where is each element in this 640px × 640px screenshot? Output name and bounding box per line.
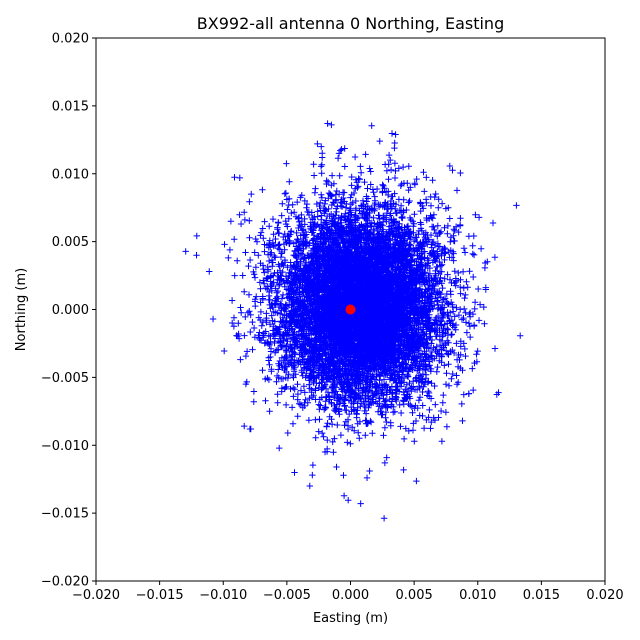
x-axis-label: Easting (m) xyxy=(313,611,388,626)
x-tick-label: 0.000 xyxy=(332,588,369,603)
outlier-point xyxy=(306,482,313,490)
outlier-point xyxy=(421,188,428,195)
outlier-point xyxy=(395,165,403,172)
outlier-point xyxy=(475,317,483,324)
y-axis-ticks: −0.020 −0.015 −0.010 −0.005 0.000 0.005 0.010 0… xyxy=(41,32,96,590)
y-tick-label: −0.005 xyxy=(41,371,89,386)
outlier-point xyxy=(337,147,344,154)
outlier-point xyxy=(452,223,460,230)
x-axis-ticks: −0.020 −0.015 −0.010 −0.005 0.000 0.005 0.010 0… xyxy=(72,581,624,603)
outlier-point xyxy=(465,390,473,397)
outlier-point xyxy=(250,398,257,406)
outlier-point xyxy=(461,249,469,256)
outlier-point xyxy=(221,241,228,248)
y-tick-label: 0.000 xyxy=(52,303,89,318)
outlier-point xyxy=(366,467,373,475)
outlier-point xyxy=(321,448,329,456)
outlier-point xyxy=(231,272,238,279)
outlier-point xyxy=(248,190,255,198)
outlier-point xyxy=(333,463,340,471)
x-tick-label: −0.020 xyxy=(72,588,120,603)
outlier-point xyxy=(469,242,476,249)
outlier-point xyxy=(246,425,254,433)
y-axis-label: Northing (m) xyxy=(14,268,29,351)
outlier-point xyxy=(455,228,462,236)
outlier-point xyxy=(438,200,446,207)
outlier-point xyxy=(193,252,200,259)
y-tick-label: 0.020 xyxy=(52,32,89,47)
outlier-point xyxy=(357,500,364,507)
x-tick-label: 0.015 xyxy=(523,588,560,603)
y-tick-label: 0.005 xyxy=(52,235,89,250)
outlier-point xyxy=(335,150,343,157)
outlier-point xyxy=(324,120,331,127)
outlier-point xyxy=(446,215,453,222)
y-tick-label: −0.015 xyxy=(41,507,89,522)
outlier-point xyxy=(314,140,321,148)
outlier-point xyxy=(318,143,325,150)
y-tick-label: −0.020 xyxy=(41,575,89,590)
x-tick-label: −0.005 xyxy=(263,588,311,603)
outlier-point xyxy=(459,417,466,425)
outlier-point xyxy=(385,161,392,168)
x-tick-label: 0.020 xyxy=(586,588,623,603)
outlier-point xyxy=(473,351,480,358)
outlier-point xyxy=(400,180,408,187)
outlier-point xyxy=(363,474,371,482)
outlier-point xyxy=(376,137,383,145)
outlier-point xyxy=(206,268,213,275)
x-tick-label: −0.010 xyxy=(199,588,247,603)
x-tick-label: −0.015 xyxy=(136,588,184,603)
outlier-point xyxy=(413,175,420,183)
outlier-point xyxy=(241,216,249,224)
outlier-point xyxy=(209,315,217,323)
outlier-point xyxy=(407,184,414,191)
outlier-point xyxy=(237,220,245,228)
outlier-point xyxy=(381,459,389,467)
cluster-points xyxy=(182,122,524,522)
y-tick-label: 0.015 xyxy=(52,99,89,114)
x-tick-label: 0.010 xyxy=(459,588,496,603)
data-points xyxy=(182,120,524,522)
outlier-point xyxy=(309,471,316,479)
chart-title: BX992-all antenna 0 Northing, Easting xyxy=(197,14,504,33)
outlier-point xyxy=(427,193,434,201)
outlier-point xyxy=(338,146,345,153)
outlier-point xyxy=(227,218,235,225)
outlier-point xyxy=(328,121,335,129)
y-tick-label: −0.010 xyxy=(41,439,89,454)
outlier-point xyxy=(435,204,442,211)
outlier-point xyxy=(236,174,243,182)
y-tick-label: 0.010 xyxy=(52,167,89,182)
x-tick-label: 0.005 xyxy=(396,588,433,603)
center-point xyxy=(345,304,356,315)
outlier-point xyxy=(225,254,232,262)
